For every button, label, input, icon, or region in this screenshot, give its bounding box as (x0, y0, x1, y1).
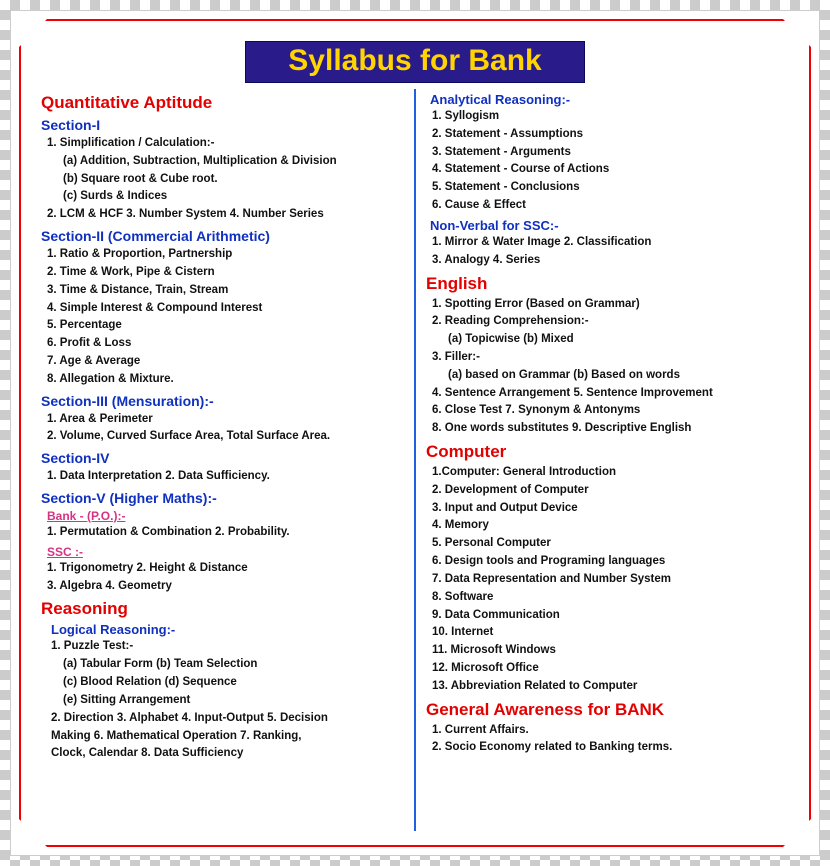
heading-computer: Computer (426, 442, 789, 462)
qa-s1-l1c: (c) Surds & Indices (63, 188, 404, 206)
reason-l4: Clock, Calendar 8. Data Sufficiency (51, 745, 404, 763)
eng-l3: 3. Filler:- (432, 349, 789, 367)
comp-l12: 12. Microsoft Office (432, 660, 789, 678)
qa-s5-bank-l1: 1. Permutation & Combination 2. Probabil… (47, 524, 404, 542)
heading-section-5: Section-V (Higher Maths):- (41, 490, 404, 506)
heading-bank-po: Bank - (P.O.):- (47, 509, 404, 523)
comp-l3: 3. Input and Output Device (432, 500, 789, 518)
comp-l1: 1.Computer: General Introduction (432, 464, 789, 482)
reason-l3: Making 6. Mathematical Operation 7. Rank… (51, 728, 404, 746)
comp-l6: 6. Design tools and Programing languages (432, 553, 789, 571)
eng-l3a: (a) based on Grammar (b) Based on words (448, 367, 789, 385)
qa-s1-l2: 2. LCM & HCF 3. Number System 4. Number … (47, 206, 404, 224)
qa-s2-l7: 7. Age & Average (47, 353, 404, 371)
ga-l2: 2. Socio Economy related to Banking term… (432, 739, 789, 757)
heading-section-3: Section-III (Mensuration):- (41, 393, 404, 409)
ana-l2: 2. Statement - Assumptions (432, 126, 789, 144)
comp-l4: 4. Memory (432, 517, 789, 535)
comp-l11: 11. Microsoft Windows (432, 642, 789, 660)
comp-l5: 5. Personal Computer (432, 535, 789, 553)
heading-analytical: Analytical Reasoning:- (430, 92, 789, 107)
qa-s2-l4: 4. Simple Interest & Compound Interest (47, 300, 404, 318)
syllabus-page: Syllabus for Bank Quantitative Aptitude … (10, 10, 820, 856)
comp-l2: 2. Development of Computer (432, 482, 789, 500)
heading-logical: Logical Reasoning:- (51, 622, 404, 637)
columns-wrap: Quantitative Aptitude Section-I 1. Simpl… (33, 89, 797, 831)
eng-l1: 1. Spotting Error (Based on Grammar) (432, 296, 789, 314)
ana-l5: 5. Statement - Conclusions (432, 179, 789, 197)
ana-l4: 4. Statement - Course of Actions (432, 161, 789, 179)
qa-s2-l3: 3. Time & Distance, Train, Stream (47, 282, 404, 300)
qa-s2-l1: 1. Ratio & Proportion, Partnership (47, 246, 404, 264)
heading-section-4: Section-IV (41, 450, 404, 466)
reason-l1a: (a) Tabular Form (b) Team Selection (63, 656, 404, 674)
ana-l1: 1. Syllogism (432, 108, 789, 126)
ga-l1: 1. Current Affairs. (432, 722, 789, 740)
qa-s3-l1: 1. Area & Perimeter (47, 411, 404, 429)
qa-s5-ssc-l1: 1. Trigonometry 2. Height & Distance (47, 560, 404, 578)
reason-l1: 1. Puzzle Test:- (51, 638, 404, 656)
eng-l2a: (a) Topicwise (b) Mixed (448, 331, 789, 349)
qa-s1-l1b: (b) Square root & Cube root. (63, 171, 404, 189)
comp-l9: 9. Data Communication (432, 607, 789, 625)
comp-l7: 7. Data Representation and Number System (432, 571, 789, 589)
qa-s2-l8: 8. Allegation & Mixture. (47, 371, 404, 389)
heading-reasoning: Reasoning (41, 599, 404, 619)
heading-section-1: Section-I (41, 117, 404, 133)
eng-l6: 8. One words substitutes 9. Descriptive … (432, 420, 789, 438)
qa-s5-ssc-l2: 3. Algebra 4. Geometry (47, 578, 404, 596)
qa-s2-l2: 2. Time & Work, Pipe & Cistern (47, 264, 404, 282)
eng-l4: 4. Sentence Arrangement 5. Sentence Impr… (432, 385, 789, 403)
qa-s2-l6: 6. Profit & Loss (47, 335, 404, 353)
column-divider (414, 89, 416, 831)
comp-l8: 8. Software (432, 589, 789, 607)
ana-l6: 6. Cause & Effect (432, 197, 789, 215)
qa-s4-l1: 1. Data Interpretation 2. Data Sufficien… (47, 468, 404, 486)
heading-section-2: Section-II (Commercial Arithmetic) (41, 228, 404, 244)
right-column: Analytical Reasoning:- 1. Syllogism 2. S… (418, 89, 797, 831)
heading-qa: Quantitative Aptitude (41, 93, 404, 113)
heading-general-awareness: General Awareness for BANK (426, 700, 789, 720)
heading-nonverbal: Non-Verbal for SSC:- (430, 218, 789, 233)
comp-l10: 10. Internet (432, 624, 789, 642)
qa-s1-l1a: (a) Addition, Subtraction, Multiplicatio… (63, 153, 404, 171)
reason-l2: 2. Direction 3. Alphabet 4. Input-Output… (51, 710, 404, 728)
ana-l3: 3. Statement - Arguments (432, 144, 789, 162)
reason-l1c: (e) Sitting Arrangement (63, 692, 404, 710)
left-column: Quantitative Aptitude Section-I 1. Simpl… (33, 89, 412, 831)
page-title: Syllabus for Bank (245, 41, 585, 83)
comp-l13: 13. Abbreviation Related to Computer (432, 678, 789, 696)
qa-s1-l1: 1. Simplification / Calculation:- (47, 135, 404, 153)
qa-s2-l5: 5. Percentage (47, 317, 404, 335)
qa-s3-l2: 2. Volume, Curved Surface Area, Total Su… (47, 428, 404, 446)
eng-l5: 6. Close Test 7. Synonym & Antonyms (432, 402, 789, 420)
heading-ssc: SSC :- (47, 545, 404, 559)
eng-l2: 2. Reading Comprehension:- (432, 313, 789, 331)
nv-l2: 3. Analogy 4. Series (432, 252, 789, 270)
nv-l1: 1. Mirror & Water Image 2. Classificatio… (432, 234, 789, 252)
heading-english: English (426, 274, 789, 294)
reason-l1b: (c) Blood Relation (d) Sequence (63, 674, 404, 692)
